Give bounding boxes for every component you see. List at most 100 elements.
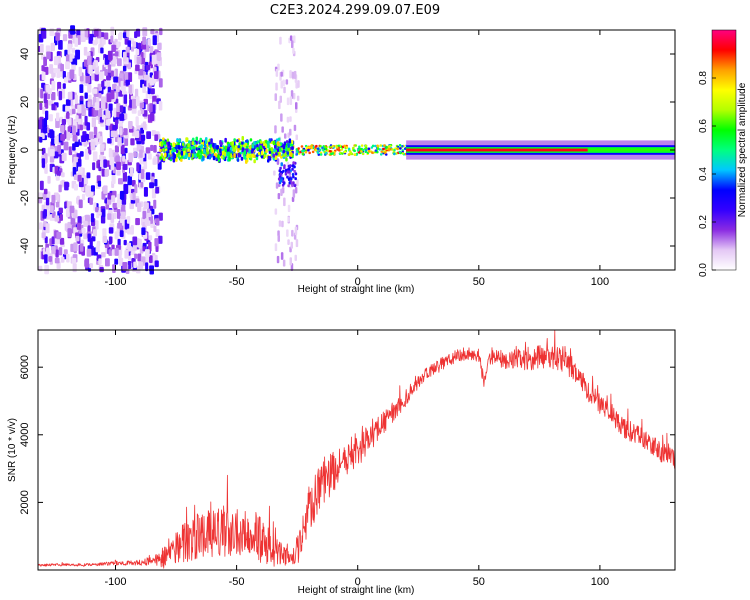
snr-x-ticks: -100 -50 0 50 100 xyxy=(104,330,609,588)
spectrogram-cell xyxy=(311,150,315,154)
figure-title: C2E3.2024.299.09.07.E09 xyxy=(270,3,440,18)
spectrogram-cell xyxy=(108,249,113,256)
spectrogram-cell xyxy=(87,225,91,232)
spectrogram-cell xyxy=(149,77,155,86)
spectrogram-cell xyxy=(194,155,197,159)
spectrogram-cell xyxy=(120,144,125,155)
spectrogram-cell xyxy=(216,149,219,153)
spectrogram-cell xyxy=(315,144,318,148)
spectrogram-cell xyxy=(170,156,174,160)
spectrogram-cell xyxy=(119,105,124,113)
spectrogram-cell xyxy=(238,142,241,146)
y-tick-label: 6000 xyxy=(19,355,31,379)
spectrogram-cell xyxy=(108,227,114,234)
spectrogram-cell xyxy=(151,188,156,199)
spectrogram-cell xyxy=(365,146,368,150)
spectrogram-cell xyxy=(84,92,88,99)
spectrogram-cell xyxy=(273,148,276,153)
spectrogram-cell xyxy=(99,136,103,144)
spectrogram-cell xyxy=(128,84,133,94)
spectrogram-cell xyxy=(297,147,300,150)
x-tick-label: -100 xyxy=(104,276,126,288)
spectrogram-cell xyxy=(125,46,130,53)
spectrogram-cell xyxy=(154,179,158,187)
spectrogram-cell xyxy=(50,42,55,52)
spectrogram-cell xyxy=(62,34,68,42)
spectrogram-cell xyxy=(281,126,284,133)
spectrogram-cell xyxy=(63,249,68,255)
spectrogram-y-label: Frequency (Hz) xyxy=(7,116,18,185)
y-tick-label: 20 xyxy=(19,96,31,108)
spectrogram-cell xyxy=(108,236,112,245)
spectrogram-cell xyxy=(73,242,78,252)
spectrogram-cell xyxy=(112,125,117,131)
spectrogram-cell xyxy=(65,112,70,119)
spectrogram-cell xyxy=(290,152,293,158)
spectrogram-cell xyxy=(43,125,47,134)
spectrogram-cell xyxy=(376,147,380,150)
spectrogram-cell xyxy=(380,150,383,153)
spectrogram-cell xyxy=(146,64,151,71)
spectrogram-cell xyxy=(53,151,59,159)
spectrogram-cell xyxy=(40,44,44,53)
spectrogram-cell xyxy=(135,64,140,72)
spectrogram-cell xyxy=(285,79,289,85)
spectrogram-cell xyxy=(275,182,279,189)
spectrogram-cell xyxy=(280,188,283,197)
spectrogram-cell xyxy=(43,209,47,217)
spectrogram-cell xyxy=(295,102,298,110)
spectrogram-cell xyxy=(360,144,364,147)
spectrogram-cell xyxy=(51,138,55,145)
spectrogram-cell xyxy=(83,46,88,56)
spectrogram-cell xyxy=(292,161,295,165)
spectrogram-cell xyxy=(68,146,73,156)
spectrogram-cell xyxy=(154,238,159,247)
spectrogram-cell xyxy=(132,41,137,48)
spectrogram-cell xyxy=(58,40,63,50)
spectrogram-cell xyxy=(119,113,125,121)
spectrogram-cell xyxy=(265,148,268,153)
spectrogram-cell xyxy=(321,146,324,149)
spectrogram-cell xyxy=(93,88,98,94)
spectrogram-cell xyxy=(155,218,160,226)
spectrogram-cell xyxy=(142,246,146,252)
spectrogram-cell xyxy=(87,101,91,108)
spectrogram-cell xyxy=(185,137,188,143)
spectrogram-cell xyxy=(291,71,295,79)
spectrogram-cell xyxy=(284,172,288,176)
snr-plot-area xyxy=(38,330,675,570)
spectrogram-cell xyxy=(150,144,154,151)
spectrogram-cell xyxy=(267,155,271,160)
spectrogram-cell xyxy=(137,253,142,262)
snr-panel: -100 -50 0 50 100 2000 4000 6000 Height of str… xyxy=(7,329,676,596)
spectrogram-cell xyxy=(180,150,184,156)
spectrogram-cell xyxy=(280,252,284,260)
spectrogram-cell xyxy=(276,158,280,165)
spectrogram-cell xyxy=(122,172,128,182)
spectrogram-cell xyxy=(289,257,292,266)
spectrogram-cell xyxy=(95,65,99,75)
spectrogram-cell xyxy=(111,175,116,185)
spectrogram-cell xyxy=(75,49,81,60)
spectrogram-cell xyxy=(91,117,96,128)
spectrogram-cell xyxy=(270,147,274,152)
snr-series-line xyxy=(37,330,676,569)
spectrogram-cell xyxy=(152,35,157,46)
spectrogram-cell xyxy=(307,149,310,152)
spectrogram-cell xyxy=(39,180,44,191)
spectrogram-cell xyxy=(107,213,112,220)
spectrogram-cell xyxy=(374,144,377,148)
spectrogram-cell xyxy=(138,261,144,270)
spectrogram-cell xyxy=(54,146,58,152)
snr-x-label: Height of straight line (km) xyxy=(298,585,415,596)
spectrogram-cell xyxy=(260,155,264,159)
spectrogram-cell xyxy=(74,94,78,104)
spectrogram-cell xyxy=(259,145,262,150)
spectrogram-cell xyxy=(324,147,328,151)
spectrogram-cell xyxy=(361,152,365,156)
spectrogram-cell xyxy=(158,235,163,244)
spectrogram-cell xyxy=(177,151,181,155)
spectrogram-cell xyxy=(130,46,135,52)
spectrogram-cell xyxy=(158,101,163,111)
spectrogram-cell xyxy=(274,208,278,215)
